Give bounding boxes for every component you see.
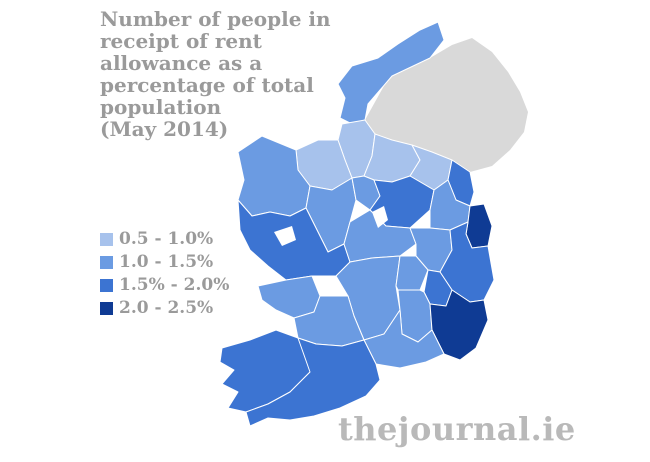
lake-shape [274, 226, 296, 246]
legend-item: 0.5 - 1.0% [100, 228, 229, 250]
northern-ireland-region [365, 38, 528, 172]
county-wicklow [439, 221, 495, 303]
title-line: Number of people in [100, 7, 331, 31]
legend-item: 1.0 - 1.5% [100, 251, 229, 273]
legend-label: 1.0 - 1.5% [119, 252, 214, 272]
title-line: percentage of total [100, 73, 314, 97]
county-wexford [429, 289, 489, 361]
legend-item: 2.0 - 2.5% [100, 297, 229, 319]
legend-swatch [100, 301, 113, 315]
legend-label: 0.5 - 1.0% [119, 229, 214, 249]
title-line: (May 2014) [100, 117, 229, 141]
lake-shape [372, 206, 388, 228]
map-legend: 0.5 - 1.0% 1.0 - 1.5% 1.5% - 2.0% 2.0 - … [100, 228, 229, 320]
county-donegal [337, 21, 445, 125]
map-title: Number of people in receipt of rent allo… [100, 8, 360, 140]
county-waterford [363, 309, 445, 369]
legend-item: 1.5% - 2.0% [100, 274, 229, 296]
county-clare [257, 275, 321, 319]
legend-swatch [100, 278, 113, 292]
legend-swatch [100, 255, 113, 269]
legend-swatch [100, 232, 113, 246]
brand-logo: thejournal.ie [338, 410, 576, 448]
legend-label: 2.0 - 2.5% [119, 298, 214, 318]
title-line: receipt of rent [100, 29, 262, 53]
county-dublin [465, 203, 493, 249]
county-cork [245, 337, 381, 427]
title-line: allowance as a [100, 51, 263, 75]
title-line: population [100, 95, 222, 119]
legend-label: 1.5% - 2.0% [119, 275, 230, 295]
